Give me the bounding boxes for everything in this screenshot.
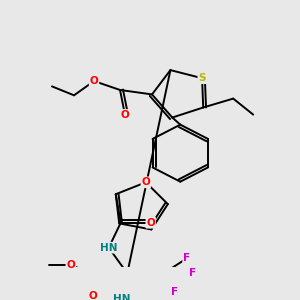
- Text: HN: HN: [113, 294, 130, 300]
- Text: F: F: [189, 268, 196, 278]
- Text: O: O: [66, 260, 75, 271]
- Text: O: O: [146, 218, 155, 228]
- Text: O: O: [141, 177, 150, 187]
- Text: O: O: [88, 291, 97, 300]
- Text: F: F: [183, 254, 190, 263]
- Text: O: O: [121, 110, 129, 120]
- Text: O: O: [90, 76, 98, 86]
- Text: S: S: [198, 73, 206, 83]
- Text: HN: HN: [100, 243, 118, 253]
- Text: F: F: [171, 287, 178, 297]
